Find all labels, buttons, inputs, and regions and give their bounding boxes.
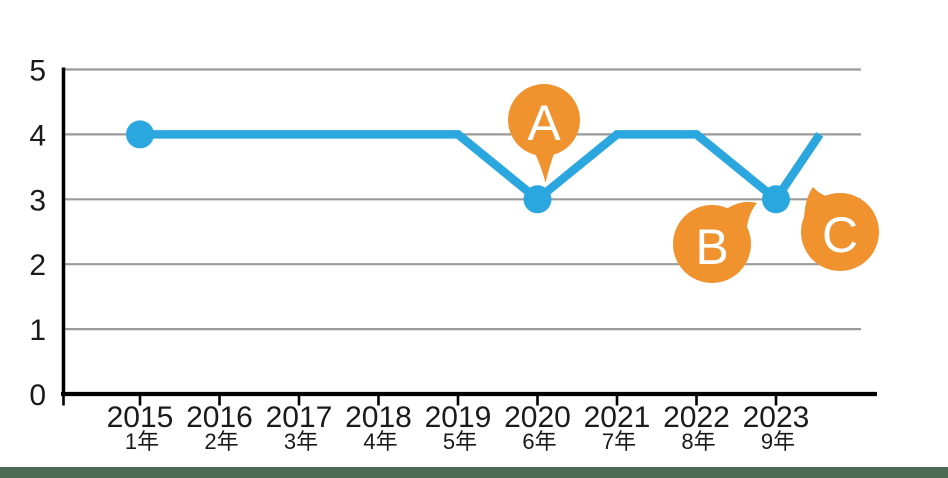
x-tick-label: 2015 bbox=[107, 401, 174, 434]
y-tick-label: 2 bbox=[29, 249, 46, 282]
x-tick-sublabel: 7年 bbox=[602, 429, 636, 454]
x-tick-label: 2021 bbox=[584, 401, 651, 434]
callout-a-label: A bbox=[527, 95, 561, 151]
x-tick-sublabel: 9年 bbox=[761, 429, 795, 454]
y-tick-label: 4 bbox=[29, 119, 46, 152]
y-tick-label: 1 bbox=[29, 314, 46, 347]
x-tick-sublabel: 4年 bbox=[363, 429, 397, 454]
x-tick-sublabel: 1年 bbox=[125, 429, 159, 454]
x-tick-label: 2016 bbox=[186, 401, 253, 434]
callout-b-bubble bbox=[673, 205, 751, 283]
x-tick-label: 2017 bbox=[266, 401, 333, 434]
x-tick-label: 2020 bbox=[504, 401, 571, 434]
y-tick-label: 3 bbox=[29, 184, 46, 217]
callout-c-bubble bbox=[801, 193, 879, 271]
footer-bar bbox=[0, 467, 948, 478]
x-tick-label: 2018 bbox=[345, 401, 412, 434]
x-tick-sublabel: 6年 bbox=[522, 429, 556, 454]
x-tick-sublabel: 8年 bbox=[681, 429, 715, 454]
callout-a-pointer bbox=[533, 148, 556, 183]
x-tick-label: 2023 bbox=[743, 401, 810, 434]
x-tick-label: 2022 bbox=[663, 401, 730, 434]
callout-c-label: C bbox=[822, 207, 858, 263]
x-tick-sublabel: 2年 bbox=[204, 429, 238, 454]
data-point-marker bbox=[126, 120, 154, 149]
data-point-marker bbox=[762, 185, 790, 214]
data-line bbox=[140, 130, 824, 206]
callout-b-pointer bbox=[725, 201, 757, 230]
x-tick-sublabel: 5年 bbox=[443, 429, 477, 454]
x-tick-sublabel: 3年 bbox=[284, 429, 318, 454]
callout-b-label: B bbox=[695, 219, 728, 275]
callout-a-bubble bbox=[508, 84, 580, 156]
data-point-marker bbox=[523, 185, 552, 214]
y-tick-label: 5 bbox=[29, 55, 46, 88]
x-tick-label: 2019 bbox=[425, 401, 492, 434]
y-tick-label: 0 bbox=[29, 379, 46, 412]
